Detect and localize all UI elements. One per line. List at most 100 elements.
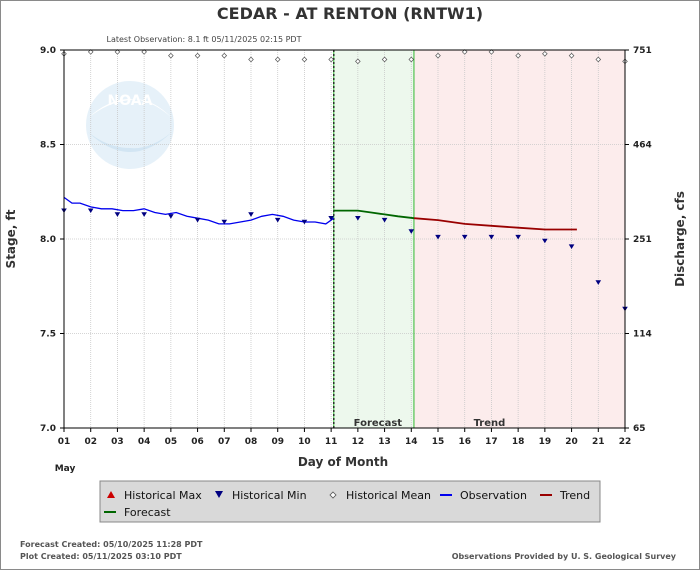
legend-symbol (329, 491, 337, 499)
historical-mean-point (168, 52, 174, 59)
legend-label: Historical Mean (346, 489, 431, 502)
y-axis-label-right: Discharge, cfs (673, 191, 687, 287)
y-tick-label: 8.5 (40, 141, 56, 151)
historical-min-point (114, 212, 121, 217)
plot-created: Plot Created: 05/11/2025 03:10 PDT (20, 552, 182, 561)
y-axis-label-left: Stage, ft (4, 209, 18, 268)
y-right-tick-label: 464 (633, 141, 652, 151)
historical-min-point (274, 217, 281, 223)
historical-mean-point (141, 49, 147, 55)
forecast-region (333, 50, 414, 428)
legend-label: Observation (460, 489, 527, 502)
historical-mean-point (301, 56, 308, 63)
y-right-tick-labels: 65 114 251 464 751 (625, 46, 652, 434)
historical-mean-point (87, 49, 94, 55)
x-tick-label: 11 (325, 437, 338, 447)
historical-min-point (194, 217, 201, 223)
x-tick-label: 04 (138, 437, 151, 447)
legend-label: Historical Min (232, 489, 307, 502)
x-tick-label: 07 (218, 437, 231, 447)
y-tick-label: 7.5 (40, 330, 56, 340)
x-tick-label: 16 (458, 437, 471, 447)
series-line-trend (413, 217, 577, 231)
legend: Historical Max Historical Min Historical M… (99, 480, 601, 523)
historical-min-point (248, 212, 254, 217)
historical-min-point (328, 216, 334, 221)
historical-mean-point (435, 52, 441, 59)
x-tick-label: 02 (84, 437, 97, 447)
x-tick-label: 10 (298, 437, 311, 447)
historical-mean-point (355, 58, 361, 65)
noaa-logo-text: NOAA (108, 93, 153, 109)
x-tick-label: 15 (432, 437, 445, 447)
historical-min-point (87, 208, 94, 214)
series-line-forecast (333, 209, 415, 220)
historical-mean-point (542, 50, 548, 57)
y-tick-labels: 7.0 7.5 8.0 8.5 9.0 (40, 46, 64, 434)
historical-min-point (355, 216, 361, 221)
legend-label: Forecast (124, 506, 171, 519)
trend-region-label: Trend (474, 418, 506, 429)
historical-min-point (381, 217, 388, 223)
region-labels: Forecast Trend (354, 418, 506, 429)
x-tick-label: 19 (539, 437, 552, 447)
historical-min-point (301, 219, 308, 225)
legend-item-trend: Trend (540, 489, 590, 502)
legend-item-observation: Observation (440, 489, 527, 502)
marker-layer (61, 49, 628, 312)
noaa-logo: NOAA (86, 81, 174, 169)
y-right-tick-label: 114 (633, 330, 652, 340)
x-tick-label: 21 (592, 437, 605, 447)
historical-mean-point (408, 56, 415, 63)
historical-min-point (568, 244, 575, 249)
credit: Observations Provided by U. S. Geologica… (452, 552, 677, 561)
legend-label: Historical Max (124, 489, 202, 502)
historical-min-point (515, 234, 521, 240)
historical-min-point (141, 212, 147, 217)
historical-mean-point (515, 52, 521, 59)
x-tick-label: 18 (512, 437, 525, 447)
legend-symbol (107, 491, 115, 498)
legend-label: Trend (559, 489, 590, 502)
historical-mean-point (488, 49, 495, 55)
y-tick-label: 7.0 (40, 424, 56, 434)
y-tick-label: 8.0 (40, 235, 56, 245)
x-tick-label: 14 (405, 437, 418, 447)
historical-mean-point (274, 56, 281, 63)
legend-item-forecast: Forecast (104, 506, 171, 519)
x-axis-label: Day of Month (298, 455, 388, 469)
historical-mean-point (568, 52, 575, 59)
y-tick-label: 9.0 (40, 46, 56, 56)
historical-mean-point (114, 49, 121, 55)
trend-region (413, 50, 625, 428)
historical-min-point (221, 219, 228, 225)
legend-box (99, 480, 601, 523)
historical-min-point (408, 229, 415, 234)
x-tick-labels: 01 02 03 04 05 06 07 08 09 10 11 12 13 14 15 16 17 18 19 20… (58, 428, 632, 447)
y-right-tick-label: 251 (633, 235, 652, 245)
chart-subtitle: Latest Observation: 8.1 ft 05/11/2025 02… (107, 35, 302, 44)
regions (64, 50, 625, 428)
x-tick-label: 09 (271, 437, 284, 447)
forecast-created: Forecast Created: 05/10/2025 11:28 PDT (20, 540, 203, 549)
legend-item-historical-mean: Historical Mean (329, 489, 431, 502)
x-tick-label: 22 (619, 437, 632, 447)
x-tick-label: 20 (565, 437, 578, 447)
x-tick-label: 06 (191, 437, 204, 447)
historical-mean-point (328, 56, 334, 63)
historical-mean-point (248, 56, 254, 63)
x-tick-label: 03 (111, 437, 124, 447)
x-tick-label: 08 (245, 437, 258, 447)
historical-min-point (488, 234, 495, 240)
month-label: May (55, 464, 76, 474)
x-tick-label: 05 (165, 437, 178, 447)
grid (63, 49, 626, 429)
historical-mean-point (595, 56, 602, 63)
x-tick-label: 01 (58, 437, 71, 447)
historical-min-point (168, 214, 174, 219)
historical-min-point (461, 234, 468, 240)
legend-symbol (215, 491, 223, 498)
historical-min-point (542, 238, 548, 244)
y-right-tick-label: 751 (633, 46, 652, 56)
